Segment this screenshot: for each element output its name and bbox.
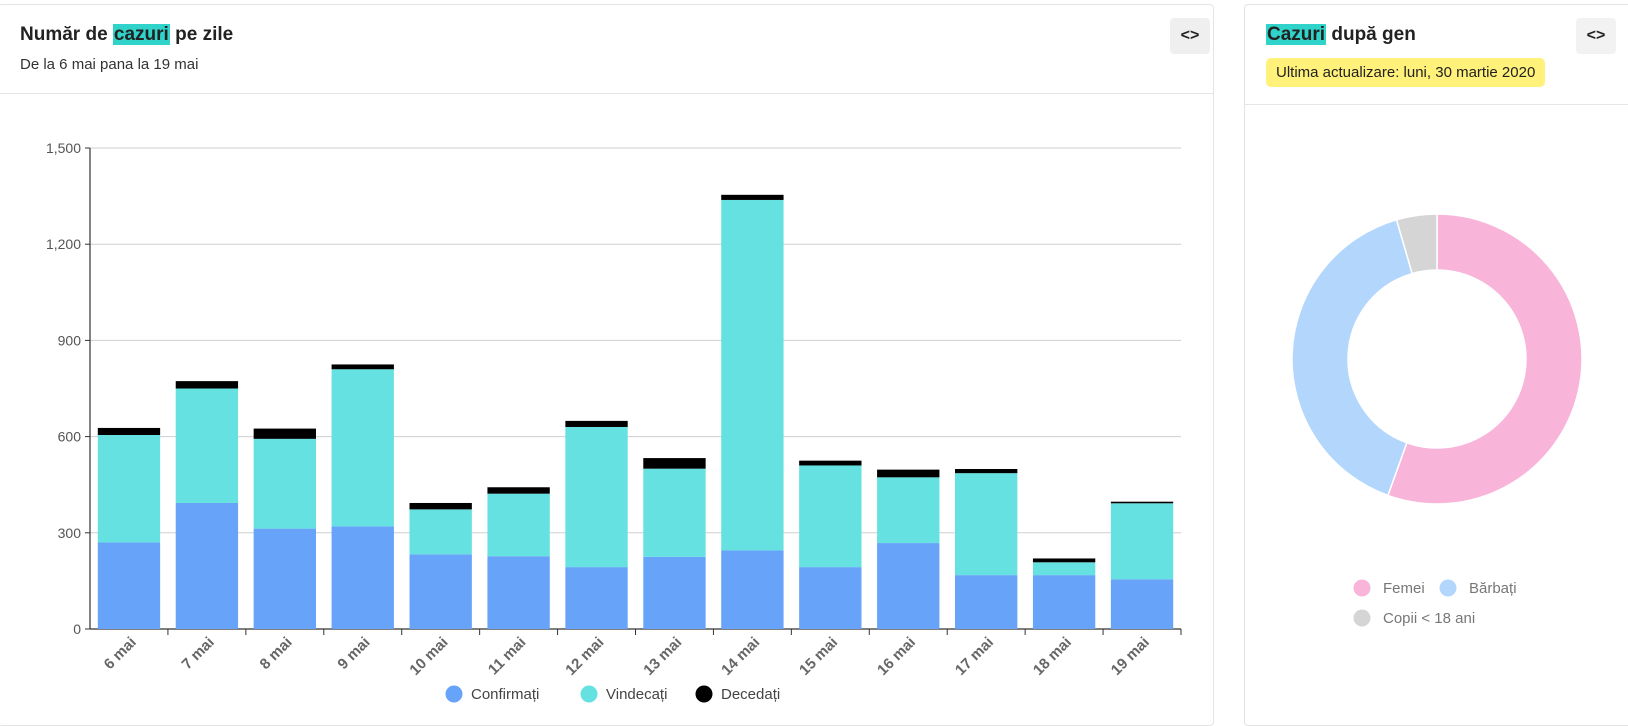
bar-segment [643, 556, 706, 629]
y-tick-label: 1,500 [46, 140, 81, 156]
pie-slice [1291, 218, 1414, 497]
bar-segment [877, 543, 940, 629]
legend-swatch [1353, 609, 1371, 627]
bar-segment [799, 567, 862, 629]
bar-segment [487, 556, 550, 629]
x-tick-label: 16 mai [874, 634, 919, 679]
y-tick-label: 1,200 [46, 236, 81, 252]
x-tick-label: 9 mai [334, 634, 373, 673]
gender-cases-title: Cazuri după gen [1266, 24, 1416, 46]
bar-segment [565, 420, 628, 427]
x-tick-label: 11 mai [485, 634, 529, 678]
bar-segment [955, 473, 1018, 576]
x-tick-label: 6 mai [101, 634, 140, 673]
pie-slice [1395, 213, 1438, 275]
bar-segment [409, 502, 472, 510]
x-tick-label: 19 mai [1108, 634, 1153, 679]
legend-label: Copii < 18 ani [1383, 610, 1475, 627]
bar-segment [721, 194, 784, 200]
x-tick-label: 13 mai [640, 634, 685, 679]
bar-segment [721, 550, 784, 629]
title-suffix: după gen [1326, 24, 1416, 45]
bar-segment [487, 493, 550, 557]
bar-segment [1032, 558, 1096, 563]
bar-segment [97, 427, 161, 435]
y-tick-label: 300 [58, 525, 82, 541]
gender-cases-header: Cazuri după gen Ultima actualizare: luni… [1245, 5, 1628, 105]
x-tick-label: 7 mai [179, 634, 218, 673]
bar-segment [253, 438, 316, 529]
x-tick-label: 14 mai [718, 634, 763, 679]
bar-segment [331, 364, 394, 370]
title-highlight: Cazuri [1266, 24, 1327, 45]
bar-segment [331, 526, 394, 629]
x-tick-label: 17 mai [952, 634, 997, 679]
bar-segment [799, 465, 862, 568]
bar-segment [565, 426, 628, 568]
daily-cases-header: Număr de cazuri pe zile De la 6 mai pana… [0, 5, 1213, 94]
y-tick-label: 900 [58, 332, 82, 348]
bar-segment [1032, 575, 1096, 629]
x-tick-label: 18 mai [1030, 634, 1075, 679]
x-tick-label: 12 mai [562, 634, 607, 679]
bar-segment [253, 528, 316, 629]
bar-segment [721, 199, 784, 551]
bar-segment [877, 477, 940, 544]
x-tick-label: 15 mai [796, 634, 841, 679]
legend-label: Confirmați [471, 686, 539, 703]
bar-segment [643, 468, 706, 557]
bar-segment [877, 469, 940, 478]
bar-segment [253, 428, 316, 439]
embed-code-button[interactable]: <> [1576, 18, 1616, 54]
bar-segment [955, 468, 1018, 474]
y-tick-label: 600 [58, 429, 82, 445]
y-tick-label: 0 [73, 621, 81, 637]
embed-code-button[interactable]: <> [1170, 18, 1210, 54]
legend-swatch [1439, 579, 1457, 597]
pie-slice [1386, 213, 1583, 505]
bar-segment [799, 460, 862, 466]
x-tick-label: 10 mai [406, 634, 451, 679]
bar-segment [409, 554, 472, 629]
title-prefix: Număr de [20, 24, 113, 45]
bar-segment [175, 502, 239, 629]
bar-segment [1032, 562, 1096, 576]
legend-swatch [695, 685, 713, 703]
bar-segment [97, 434, 161, 543]
legend-swatch [580, 685, 598, 703]
bar-segment [1110, 503, 1174, 580]
legend-label: Decedați [721, 686, 780, 703]
x-tick-label: 8 mai [257, 634, 296, 673]
title-suffix: pe zile [169, 24, 234, 45]
bar-segment [565, 567, 628, 629]
last-update-badge: Ultima actualizare: luni, 30 martie 2020 [1266, 58, 1546, 87]
legend-swatch [1353, 579, 1371, 597]
bar-segment [643, 458, 706, 469]
legend-label: Vindecați [606, 686, 667, 703]
bar-segment [175, 381, 239, 389]
legend-label: Bărbați [1469, 580, 1517, 597]
bar-segment [331, 369, 394, 527]
legend-label: Femei [1383, 580, 1425, 597]
bar-segment [955, 575, 1018, 629]
daily-cases-title: Număr de cazuri pe zile [20, 24, 233, 46]
bar-segment [1110, 579, 1174, 629]
bar-segment [175, 388, 239, 503]
title-highlight: cazuri [112, 24, 170, 45]
bar-segment [1110, 501, 1174, 504]
bar-segment [487, 487, 550, 494]
bar-segment [97, 542, 161, 629]
bar-segment [409, 509, 472, 555]
daily-cases-subtitle: De la 6 mai pana la 19 mai [20, 56, 199, 73]
legend-swatch [445, 685, 463, 703]
